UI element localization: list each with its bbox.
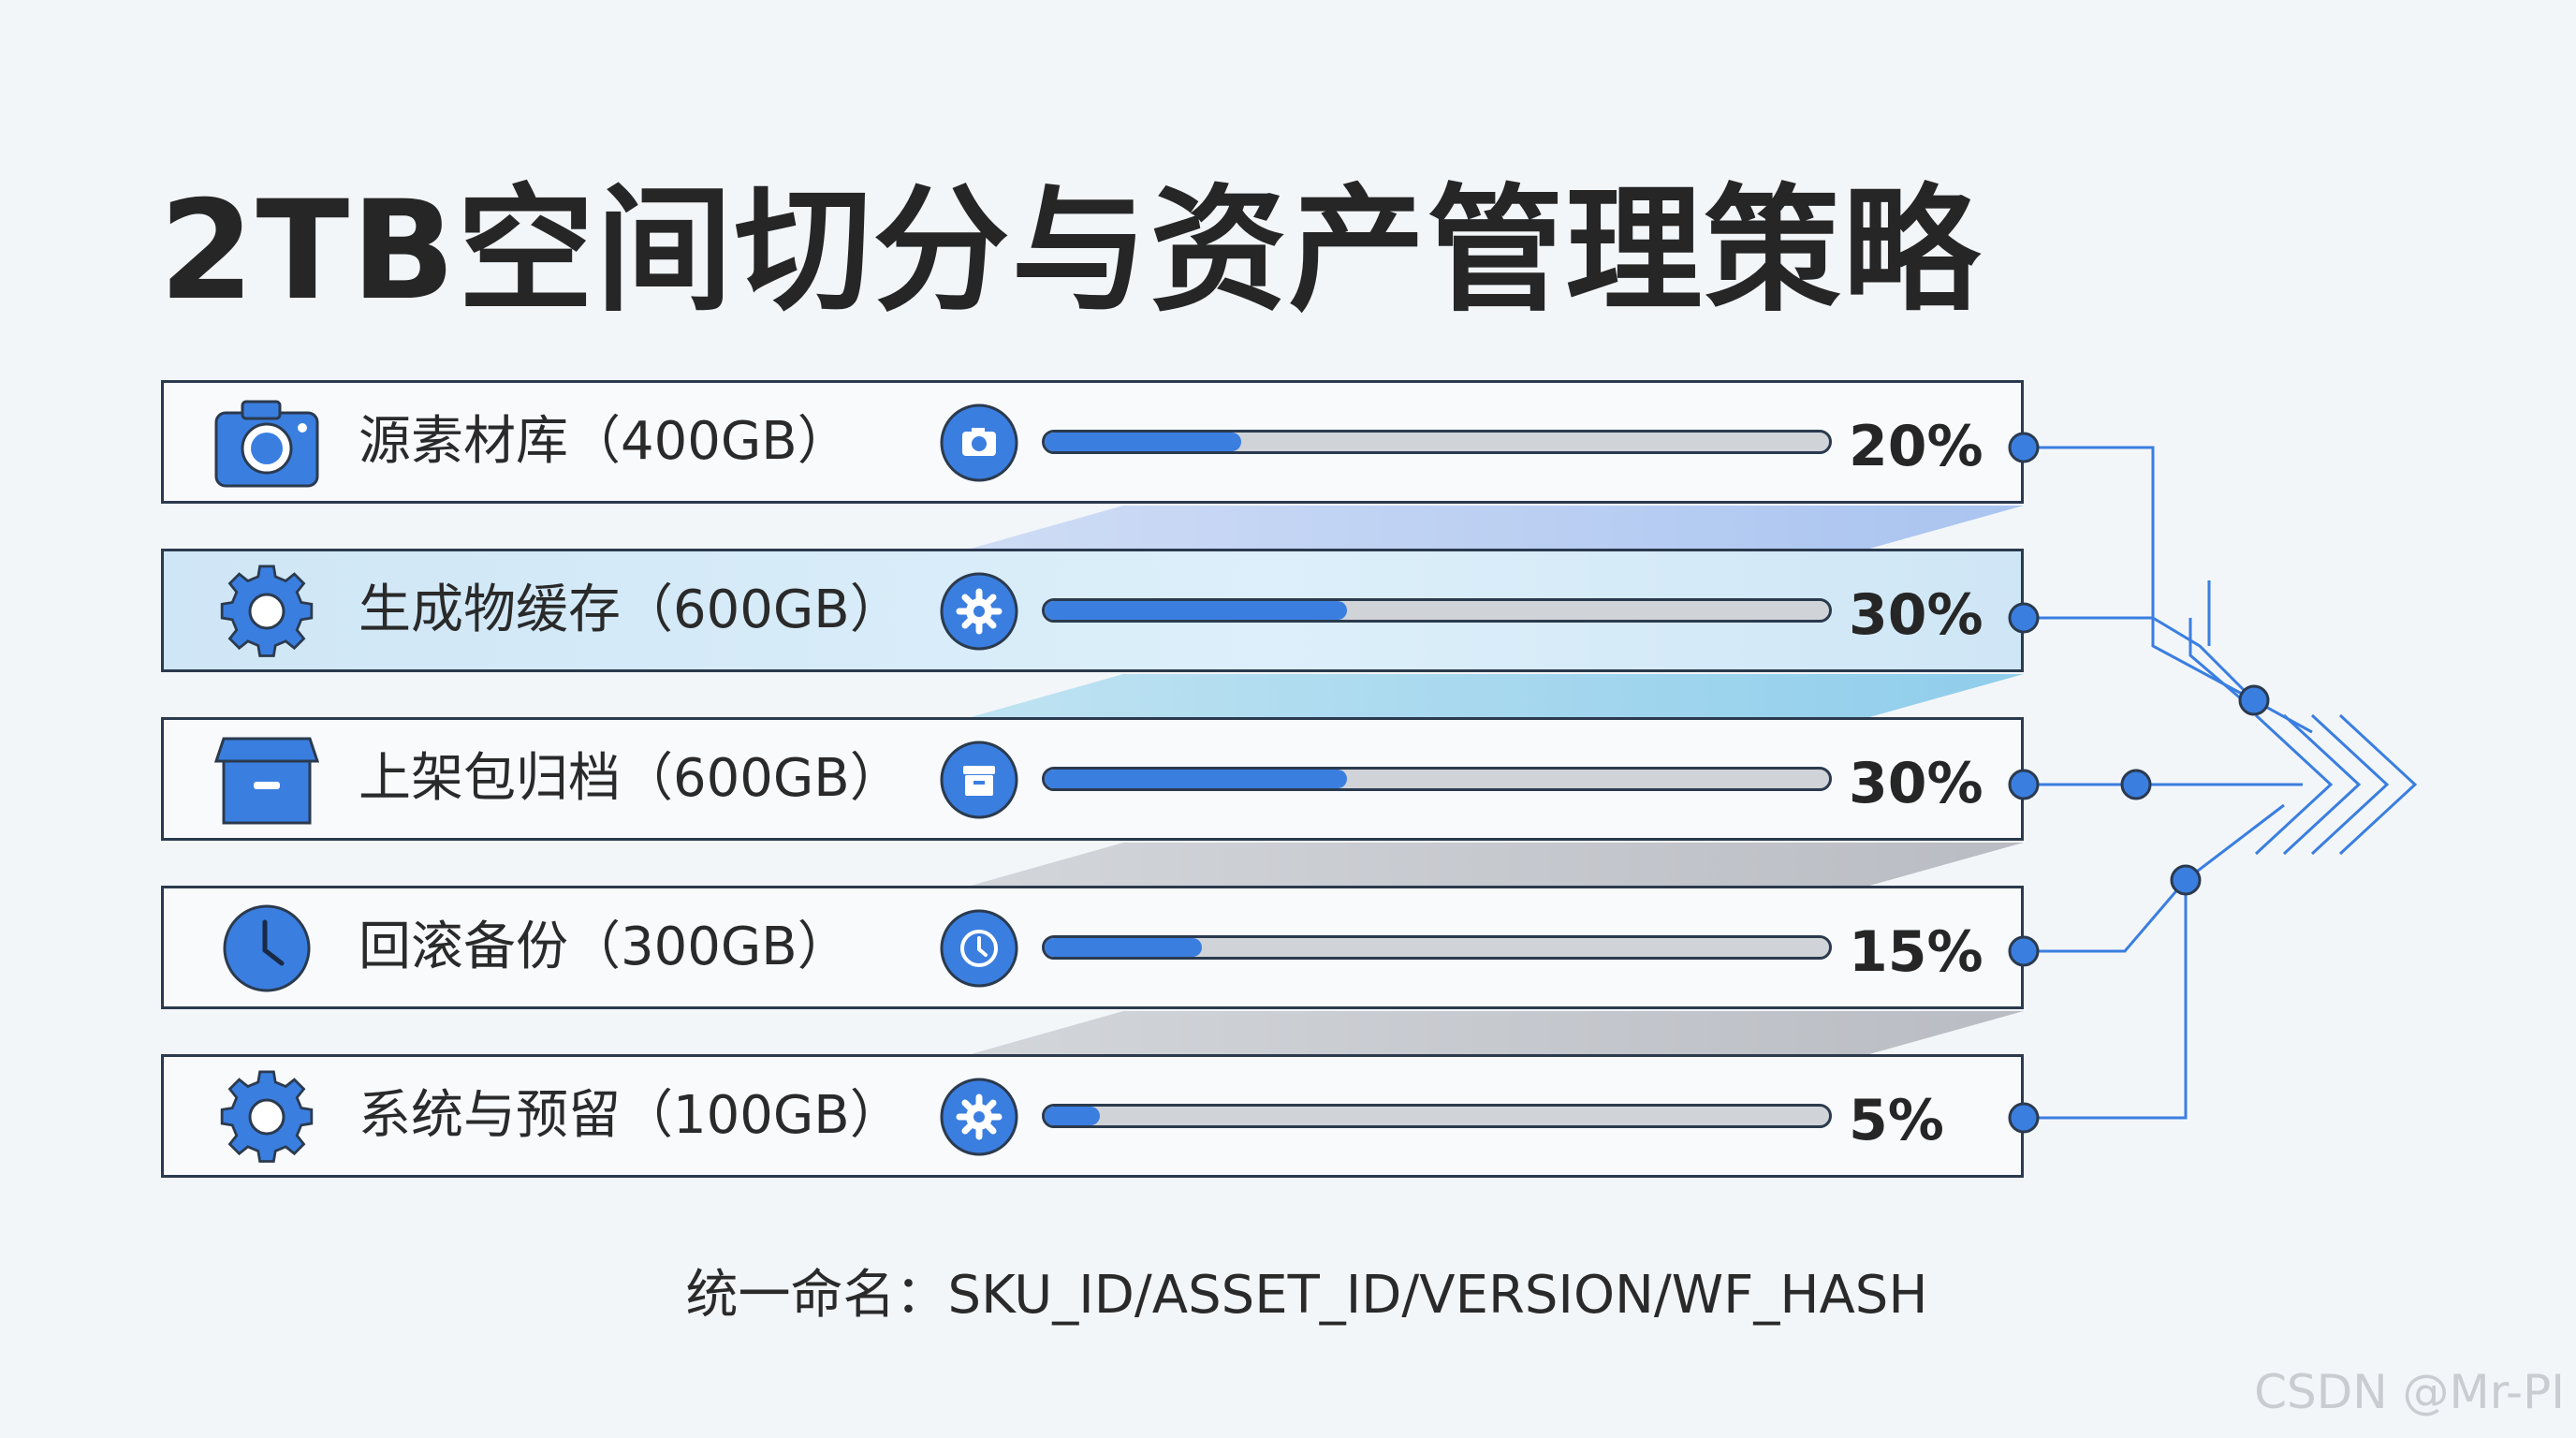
connector-dot	[2008, 935, 2040, 967]
arrow-chevron	[2310, 713, 2390, 856]
row-percent: 30%	[1849, 582, 1983, 648]
page-title: 2TB空间切分与资产管理策略	[159, 171, 1982, 330]
naming-convention: 统一命名：SKU_ID/ASSET_ID/VERSION/WF_HASH	[685, 1265, 1928, 1326]
connector-line	[2024, 880, 2188, 1120]
band-3-4	[964, 843, 2024, 888]
row-label: 生成物缓存（600GB）	[359, 580, 902, 640]
arrow-chevron	[2338, 713, 2418, 856]
usage-bar-fill	[1045, 433, 1241, 451]
usage-bar	[1042, 767, 1832, 791]
storage-row-cache: 生成物缓存（600GB） 30%	[161, 549, 2024, 672]
connector-dot	[2008, 769, 2040, 800]
watermark: CSDN @Mr-PI	[2254, 1365, 2565, 1419]
camera-badge-icon	[940, 404, 1018, 482]
connector-dot	[2008, 432, 2040, 463]
connector-dot	[2238, 684, 2270, 716]
band-2-3	[964, 674, 2024, 719]
usage-bar-fill	[1045, 770, 1347, 788]
storage-row-archive: 上架包归档（600GB） 30%	[161, 717, 2024, 841]
usage-bar	[1042, 935, 1832, 960]
connector-line	[2024, 803, 2285, 953]
connector-dot	[2120, 769, 2152, 800]
gear-icon	[220, 1070, 314, 1163]
connector-dot	[2170, 864, 2202, 896]
storage-row-source: 源素材库（400GB） 20%	[161, 380, 2024, 504]
usage-bar	[1042, 1104, 1832, 1128]
connector-line	[2188, 618, 2257, 713]
usage-bar-fill	[1045, 1107, 1100, 1125]
usage-bar	[1042, 598, 1832, 623]
storage-row-system: 系统与预留（100GB） 5%	[161, 1054, 2024, 1178]
gear-badge-icon	[940, 1078, 1018, 1156]
connector-line	[2024, 446, 2313, 734]
connector-dot	[2008, 1102, 2040, 1134]
clock-badge-icon	[940, 909, 1018, 988]
row-label: 源素材库（400GB）	[359, 411, 850, 472]
row-label: 回滚备份（300GB）	[359, 917, 850, 977]
usage-bar-fill	[1045, 601, 1347, 620]
usage-bar-fill	[1045, 938, 1202, 957]
connector-line	[2024, 616, 2256, 702]
row-percent: 30%	[1849, 751, 1983, 816]
row-percent: 15%	[1849, 919, 1983, 985]
archive-box-icon	[213, 737, 320, 825]
arrow-chevron	[2254, 713, 2334, 856]
band-4-5	[964, 1011, 2024, 1056]
row-percent: 5%	[1849, 1088, 1944, 1153]
row-percent: 20%	[1849, 414, 1983, 479]
row-label: 上架包归档（600GB）	[359, 748, 902, 809]
gear-icon	[220, 565, 314, 657]
usage-bar	[1042, 430, 1832, 454]
gear-badge-icon	[940, 572, 1018, 651]
arrow-chevron	[2282, 713, 2362, 856]
archive-badge-icon	[940, 741, 1018, 819]
storage-row-backup: 回滚备份（300GB） 15%	[161, 886, 2024, 1009]
camera-icon	[214, 400, 319, 488]
row-label: 系统与预留（100GB）	[359, 1085, 902, 1146]
band-1-2	[964, 506, 2024, 550]
connector-dot	[2008, 602, 2040, 634]
clock-icon	[223, 904, 311, 992]
